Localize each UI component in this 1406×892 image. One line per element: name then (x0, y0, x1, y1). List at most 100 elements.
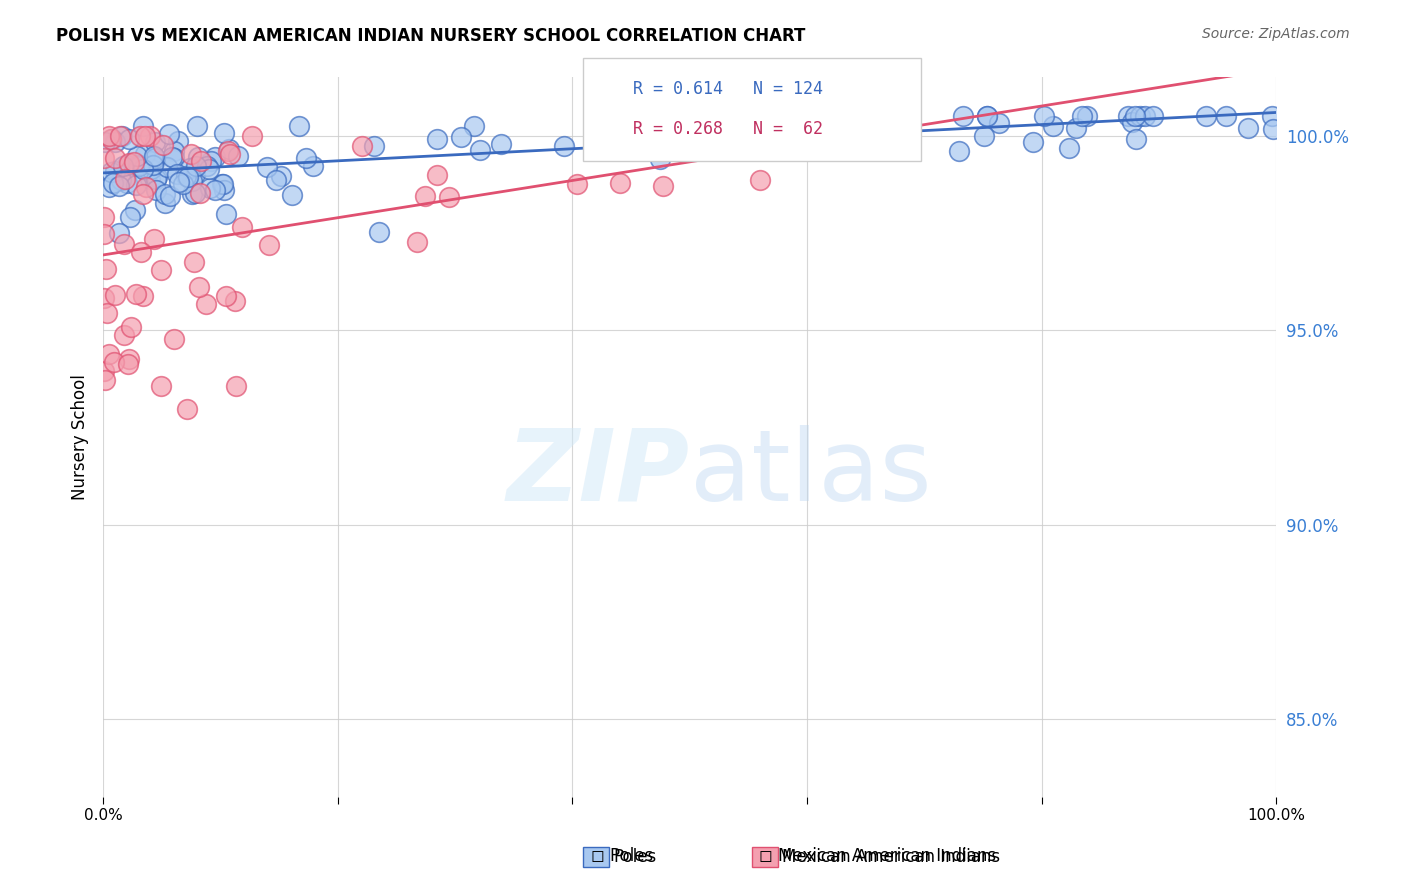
Point (120, 319, 142, 334)
Point (295, 151, 318, 165)
Point (352, 139, 374, 153)
Text: ZIP: ZIP (506, 425, 689, 522)
Point (1071, 109, 1094, 123)
Point (212, 126, 235, 140)
Point (129, 245, 152, 260)
Text: POLISH VS MEXICAN AMERICAN INDIAN NURSERY SCHOOL CORRELATION CHART: POLISH VS MEXICAN AMERICAN INDIAN NURSER… (56, 27, 806, 45)
Point (117, 176, 139, 190)
Point (952, 109, 974, 123)
Point (104, 288, 127, 302)
Point (195, 159, 218, 173)
Point (94, 373, 117, 387)
Point (163, 151, 186, 165)
Point (160, 150, 183, 164)
Point (1215, 109, 1237, 123)
Point (200, 153, 222, 168)
Point (184, 159, 207, 173)
Point (200, 181, 222, 195)
Point (973, 129, 995, 144)
Point (1123, 109, 1146, 123)
Point (1133, 109, 1156, 123)
Point (749, 172, 772, 186)
Point (188, 279, 211, 293)
Point (1195, 109, 1218, 123)
Point (162, 332, 184, 346)
Point (163, 144, 186, 158)
Point (139, 161, 162, 176)
Point (128, 158, 150, 172)
Point (128, 128, 150, 143)
Point (1261, 109, 1284, 123)
Point (197, 162, 219, 177)
Point (110, 172, 132, 186)
Point (127, 157, 149, 171)
Point (1064, 120, 1087, 135)
Point (204, 150, 226, 164)
Point (217, 145, 239, 159)
Point (270, 169, 292, 183)
Point (363, 139, 385, 153)
Point (188, 186, 211, 200)
Point (100, 165, 122, 179)
Point (489, 137, 512, 152)
Point (468, 143, 491, 157)
Point (159, 188, 181, 202)
Point (96, 306, 118, 320)
Point (145, 172, 167, 186)
Point (1076, 109, 1098, 123)
Point (104, 163, 127, 178)
Text: Mexican American Indians: Mexican American Indians (782, 848, 1000, 866)
Point (256, 160, 278, 174)
Point (948, 144, 970, 158)
Point (183, 255, 205, 269)
Point (146, 170, 169, 185)
Text: Source: ZipAtlas.com: Source: ZipAtlas.com (1202, 27, 1350, 41)
Point (150, 379, 173, 393)
Point (100, 132, 122, 146)
Point (108, 128, 131, 143)
Point (107, 179, 129, 194)
Point (93, 227, 115, 241)
Point (124, 202, 146, 217)
Y-axis label: Nursery School: Nursery School (72, 374, 89, 500)
Point (437, 190, 460, 204)
Point (1142, 109, 1164, 123)
Point (988, 116, 1011, 130)
Point (118, 131, 141, 145)
Point (426, 168, 449, 182)
Point (131, 161, 153, 176)
Point (98, 128, 121, 143)
Point (153, 195, 176, 210)
Point (128, 159, 150, 173)
Point (700, 129, 723, 144)
Point (1116, 109, 1139, 123)
Point (142, 149, 165, 163)
Point (450, 130, 472, 145)
Point (406, 235, 429, 249)
Point (652, 179, 675, 194)
Point (1032, 109, 1054, 123)
Point (287, 119, 309, 133)
Point (415, 189, 437, 203)
Point (463, 120, 485, 134)
Point (184, 167, 207, 181)
Point (93, 364, 115, 378)
Point (134, 147, 156, 161)
Point (134, 128, 156, 143)
Point (93, 210, 115, 224)
Point (152, 138, 174, 153)
Point (174, 169, 197, 183)
Point (98, 347, 121, 361)
Point (883, 109, 905, 123)
Point (976, 109, 998, 123)
Text: Poles: Poles (613, 848, 657, 866)
Point (131, 120, 153, 134)
Point (628, 138, 651, 153)
Point (166, 167, 188, 181)
Point (426, 132, 449, 146)
Point (114, 172, 136, 186)
Point (224, 293, 246, 308)
Point (700, 132, 723, 146)
Point (685, 128, 707, 143)
Point (139, 172, 162, 186)
